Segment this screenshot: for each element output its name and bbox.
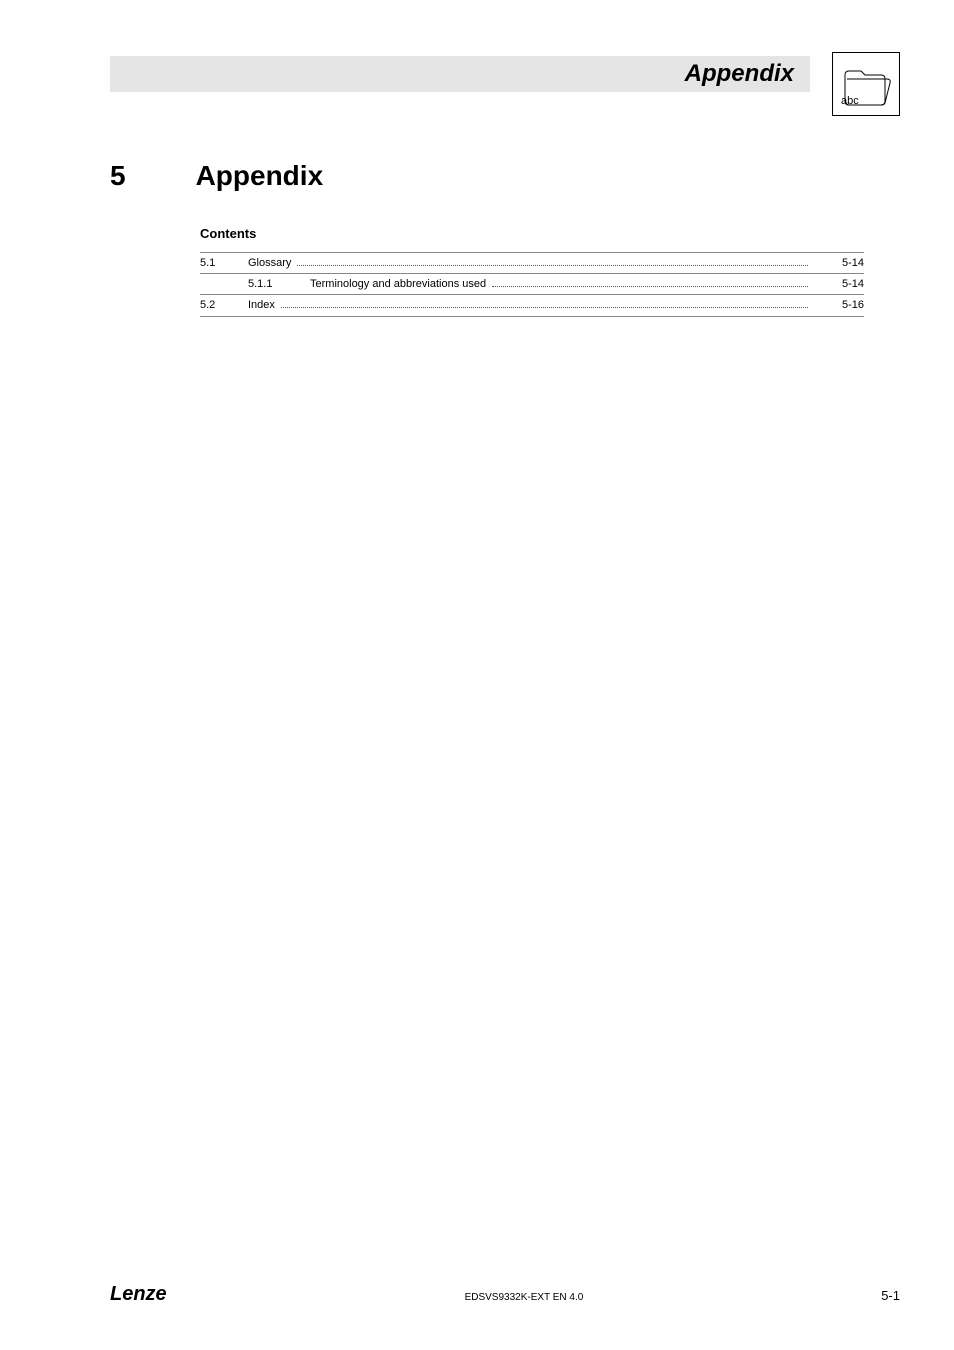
toc-leader-dots [492,286,808,287]
toc-leader-dots [281,307,808,308]
toc-entry-label: Terminology and abbreviations used [310,278,486,291]
toc-entry-page: 5-14 [814,257,864,270]
page-footer: Lenze EDSVS9332K-EXT EN 4.0 5-1 [110,1283,900,1306]
header-title: Appendix [685,60,794,88]
toc-entry-page: 5-16 [814,299,864,312]
appendix-tab-label: abc [841,95,859,107]
table-of-contents: 5.1 Glossary 5-14 5.1.1 Terminology and … [200,252,864,317]
footer-brand: Lenze [110,1283,167,1306]
toc-entry-number: 5.2 [200,299,248,312]
toc-entry-page: 5-14 [814,278,864,291]
toc-leader-dots [297,265,808,266]
toc-entry-label: Glossary [248,257,291,270]
toc-row[interactable]: 5.1.1 Terminology and abbreviations used… [200,273,864,294]
appendix-tab-box: abc [832,52,900,116]
toc-entry-number: 5.1.1 [248,278,310,291]
footer-page-number: 5-1 [881,1288,900,1303]
chapter-title: Appendix [196,160,324,192]
toc-row[interactable]: 5.1 Glossary 5-14 [200,252,864,273]
chapter-heading: 5 Appendix [110,160,864,192]
header-band: Appendix [110,56,810,92]
chapter-number: 5 [110,160,126,192]
toc-row[interactable]: 5.2 Index 5-16 [200,294,864,316]
toc-entry-label: Index [248,299,275,312]
toc-entry-number: 5.1 [200,257,248,270]
footer-doc-id: EDSVS9332K-EXT EN 4.0 [465,1292,584,1303]
contents-heading: Contents [200,226,256,241]
